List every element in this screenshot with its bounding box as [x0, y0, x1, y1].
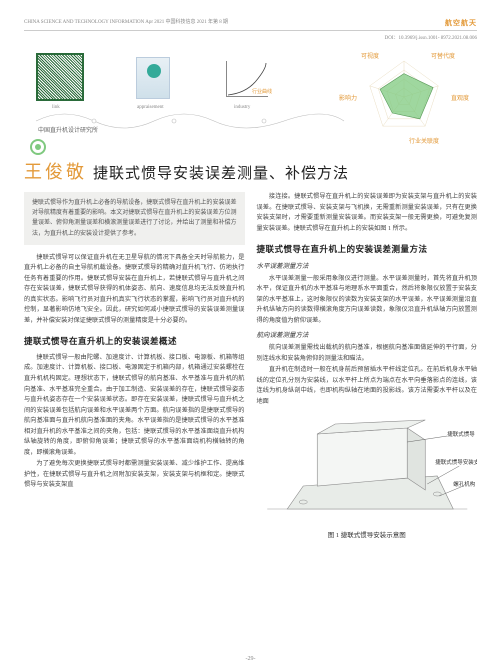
node-icon — [30, 139, 46, 155]
para-r2: 水平误差测量一般采用象限仪进行测量。水平误差测量时，首先将直升机顶水平，保证直升… — [257, 274, 478, 327]
section-heading-2: 捷联式惯导在直升机上的安装误差测量方法 — [257, 242, 478, 256]
article-title: 捷联式惯导安装误差测量、补偿方法 — [93, 162, 349, 183]
svg-text:捷联式惯导: 捷联式惯导 — [447, 430, 475, 438]
cert-label: appraisement — [137, 105, 164, 110]
left-column: 捷联式惯导作为直升机上必备的导航设备，捷联式惯导在直升机上的安装误差对导航精度有… — [24, 192, 245, 541]
radar-axis-4: 影响力 — [339, 93, 357, 102]
subheading-2: 航向误差测量方法 — [257, 330, 478, 341]
certificate-icon — [136, 57, 170, 99]
para-l2: 捷联式惯导一般由陀螺、加速度计、计算机板、接口板、电源板、机箱等组成。加速度计、… — [24, 353, 245, 458]
right-column: 接连接。捷联式惯导在直升机上的安装误差即为安装支架与直升机上的安装误差。在捷联式… — [257, 192, 478, 541]
top-graphics: link appraisement 行业曲线 industry 可视度 可替代度… — [24, 47, 477, 152]
figure-1-caption: 图 1 捷联式惯导安装示意图 — [257, 530, 478, 541]
header-left: CHINA SCIENCE AND TECHNOLOGY INFORMATION… — [24, 18, 228, 28]
radar-axis-2: 直观度 — [451, 93, 469, 102]
qr-label: link — [52, 105, 60, 110]
page-number: -29- — [0, 656, 501, 662]
svg-text:螺孔机构: 螺孔机构 — [453, 480, 476, 488]
curve-label: industry — [234, 105, 250, 110]
header-right: 航空航天 — [445, 18, 477, 28]
subheading-1: 水平误差测量方法 — [257, 261, 478, 272]
para-r3: 航向误差测量需找出载机的航向基准，根据航向基准面做延伸的平行面，分别连线水和安装… — [257, 343, 478, 364]
para-l3: 为了避免每次更换捷联式惯导时都需测量安装误差、减少维护工作、提高维护性，在捷联式… — [24, 459, 245, 491]
author-name: 王俊敬 — [24, 158, 87, 184]
radar-axis-1: 可替代度 — [431, 51, 455, 60]
para-r1: 接连接。捷联式惯导在直升机上的安装误差即为安装支架与直升机上的安装误差。在捷联式… — [257, 192, 478, 234]
para-r4: 直升机在制造时一般在机身前后预留插水平杆线定位孔。在前后机身水平轴线的定位孔分别… — [257, 365, 478, 407]
radar-axis-3: 行业关联度 — [409, 136, 439, 145]
abstract-box: 捷联式惯导作为直升机上必备的导航设备，捷联式惯导在直升机上的安装误差对导航精度有… — [24, 192, 245, 245]
svg-text:捷联式惯导安装支架: 捷联式惯导安装支架 — [435, 458, 477, 466]
doi-text: DOI：10.3969/j.issn.1001- 8972.2021.08.00… — [24, 34, 477, 41]
qr-code — [36, 53, 84, 101]
radar-axis-0: 可视度 — [361, 51, 379, 60]
curve-chart: 行业曲线 — [222, 57, 272, 101]
curve-caption: 行业曲线 — [252, 88, 272, 95]
para-l1: 捷联式惯导可以保证直升机在无卫星导航的情况下具备全天时导航能力，是直升机上必备的… — [24, 253, 245, 327]
institute-name: 中国直升机设计研究所 — [38, 125, 98, 134]
section-heading-1: 捷联式惯导在直升机上的安装误差概述 — [24, 334, 245, 348]
figure-1: 捷联式惯导 捷联式惯导安装支架 螺孔机构 图 1 捷联式惯导安装示意图 — [257, 414, 478, 542]
